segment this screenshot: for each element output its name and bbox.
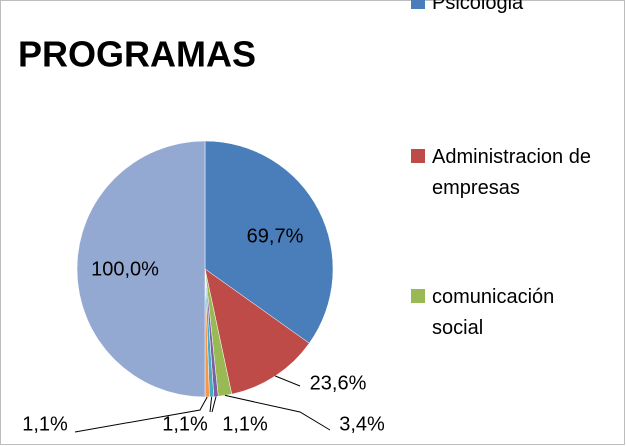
legend-swatch: [411, 0, 425, 9]
legend-swatch: [411, 149, 425, 163]
data-label: 100,0%: [91, 258, 159, 280]
leader-line: [275, 375, 301, 387]
legend-label: Administracion de empresas: [432, 146, 591, 199]
data-label: 69,7%: [247, 225, 304, 247]
legend-label: comunicación social: [432, 286, 555, 339]
legend-item: Administracion de empresas: [411, 142, 611, 204]
chart-title: PROGRAMAS: [18, 34, 256, 75]
legend-item: Psicologia: [411, 0, 611, 19]
pie-slice: [204, 268, 310, 395]
legend-item: comunicación social: [411, 282, 611, 344]
data-label: 23,6%: [310, 372, 367, 394]
leader-line: [224, 394, 331, 431]
leader-line: [211, 396, 217, 413]
leader-line: [209, 396, 213, 413]
data-label: 1,1%: [22, 413, 68, 435]
data-label: 3,4%: [339, 413, 385, 435]
data-label: 1,1%: [162, 413, 208, 435]
leader-line: [74, 396, 208, 433]
legend-label: Psicologia: [432, 0, 524, 14]
pie-slice: [204, 140, 334, 344]
pie-slice: [76, 140, 206, 398]
data-label: 1,1%: [222, 413, 268, 435]
legend-swatch: [411, 289, 425, 303]
